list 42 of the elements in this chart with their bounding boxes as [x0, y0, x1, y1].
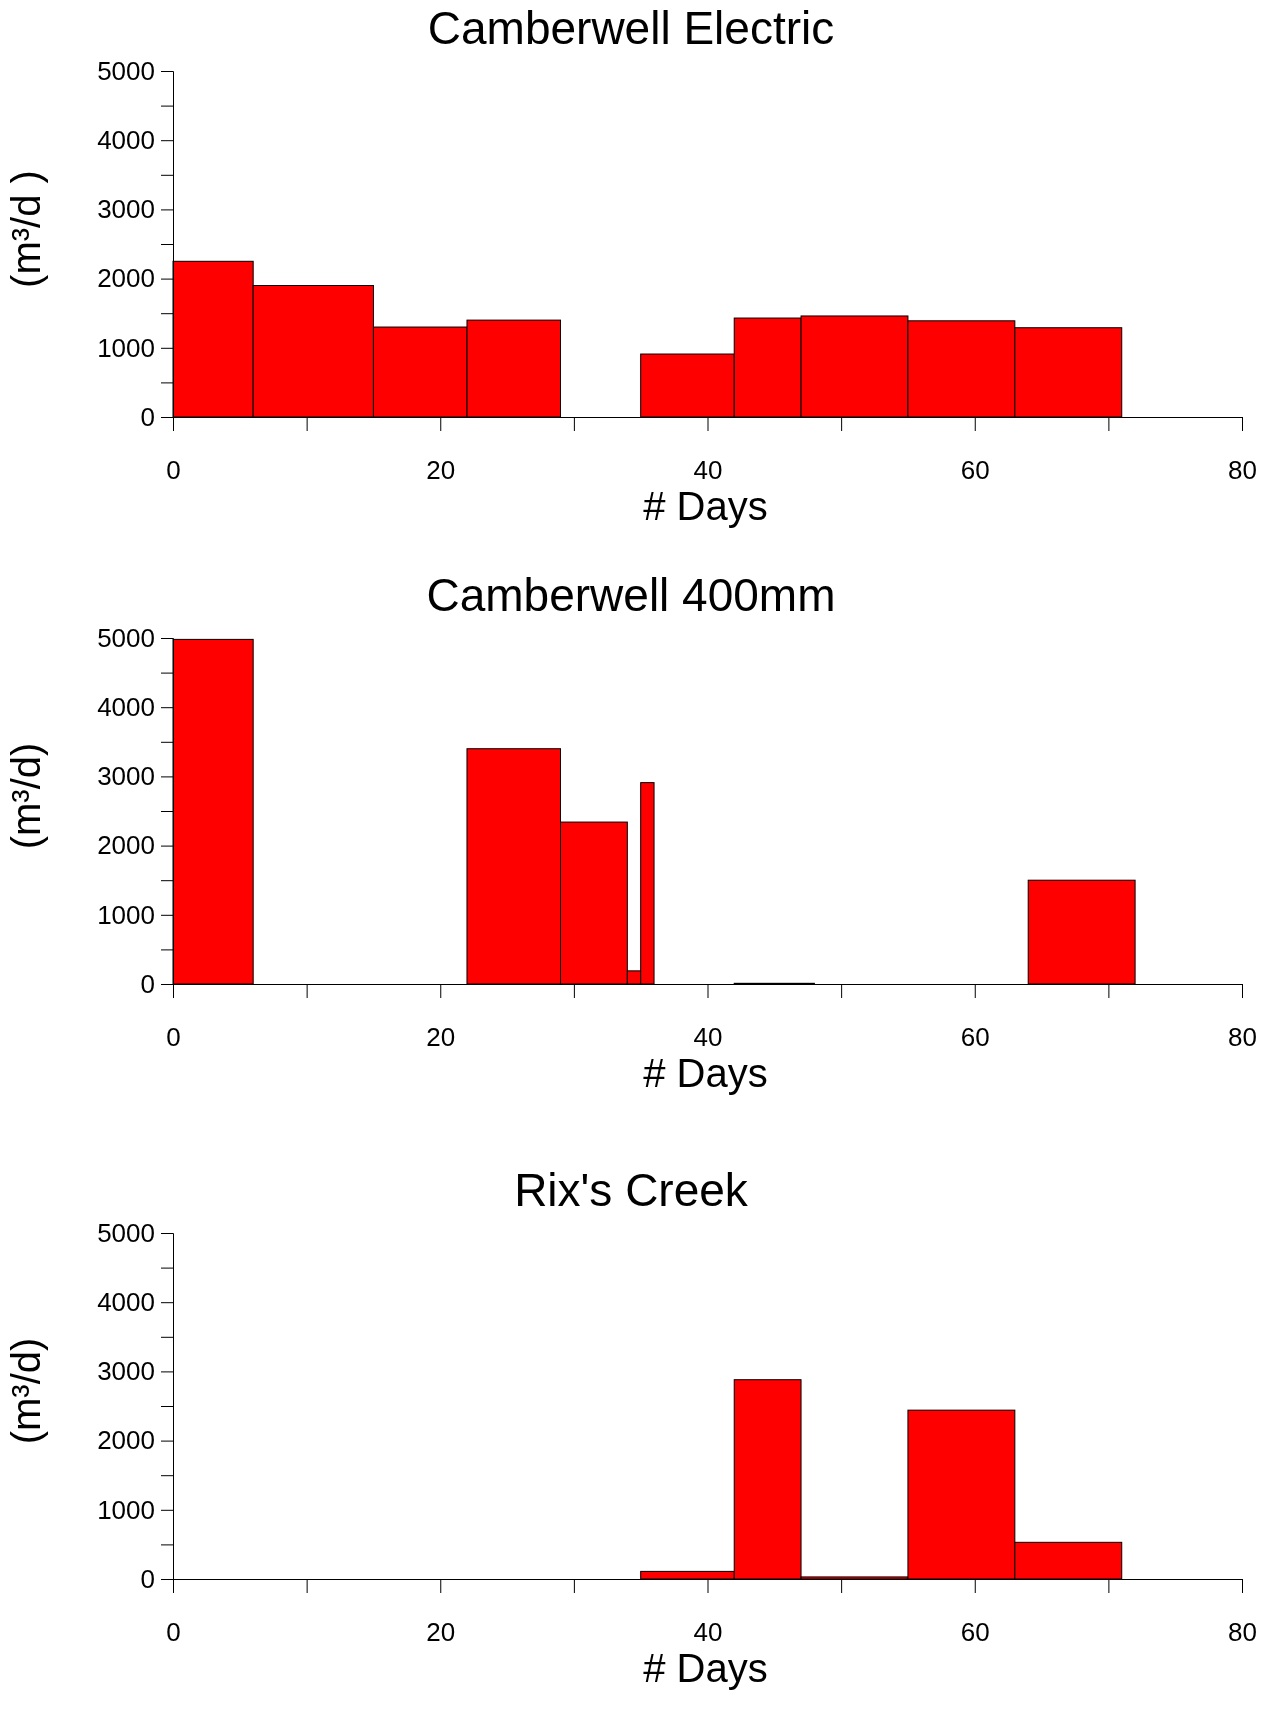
y-tick-label: 0 — [140, 1563, 155, 1594]
y-tick-label: 3000 — [97, 761, 155, 792]
y-tick-label: 5000 — [97, 622, 155, 653]
x-tick-label: 80 — [1228, 455, 1257, 486]
x-tick-label: 60 — [960, 1617, 990, 1648]
chart-title: Rix's Creek — [514, 1164, 749, 1216]
y-tick-label: 1000 — [97, 899, 155, 930]
y-tick-label: 0 — [140, 401, 155, 432]
y-tick-label: 4000 — [97, 1287, 155, 1318]
x-tick-label: 0 — [166, 1022, 181, 1053]
x-tick-label: 40 — [693, 1022, 723, 1053]
y-axis-title: (m³/d) — [4, 742, 48, 850]
y-axis-title: (m³/d ) — [4, 170, 48, 288]
chart-title: Camberwell 400mm — [426, 569, 836, 621]
x-axis-title: # Days — [643, 1051, 768, 1095]
y-tick-label: 1000 — [97, 1494, 155, 1525]
y-tick-label: 2000 — [97, 1425, 155, 1456]
x-tick-label: 0 — [166, 1617, 181, 1648]
y-axis-title: (m³/d) — [4, 1337, 48, 1445]
x-tick-label: 60 — [960, 455, 990, 486]
y-tick-label: 5000 — [97, 1217, 155, 1248]
x-axis-title: # Days — [643, 484, 768, 528]
y-tick-label: 0 — [140, 968, 155, 999]
x-tick-label: 40 — [693, 1617, 723, 1648]
y-tick-label: 3000 — [97, 194, 155, 225]
y-tick-label: 3000 — [97, 1356, 155, 1387]
x-tick-label: 20 — [426, 455, 456, 486]
x-tick-label: 0 — [166, 455, 181, 486]
x-tick-label: 80 — [1228, 1022, 1257, 1053]
x-tick-label: 20 — [426, 1022, 456, 1053]
x-tick-label: 60 — [960, 1022, 990, 1053]
x-axis-title: # Days — [643, 1646, 768, 1690]
x-tick-label: 40 — [693, 455, 723, 486]
y-tick-label: 2000 — [97, 263, 155, 294]
chart-title: Camberwell Electric — [427, 2, 835, 54]
x-tick-label: 20 — [426, 1617, 456, 1648]
x-tick-label: 80 — [1228, 1617, 1257, 1648]
y-tick-label: 2000 — [97, 830, 155, 861]
y-tick-label: 1000 — [97, 332, 155, 363]
y-tick-label: 4000 — [97, 692, 155, 723]
y-tick-label: 5000 — [97, 55, 155, 86]
y-tick-label: 4000 — [97, 125, 155, 156]
